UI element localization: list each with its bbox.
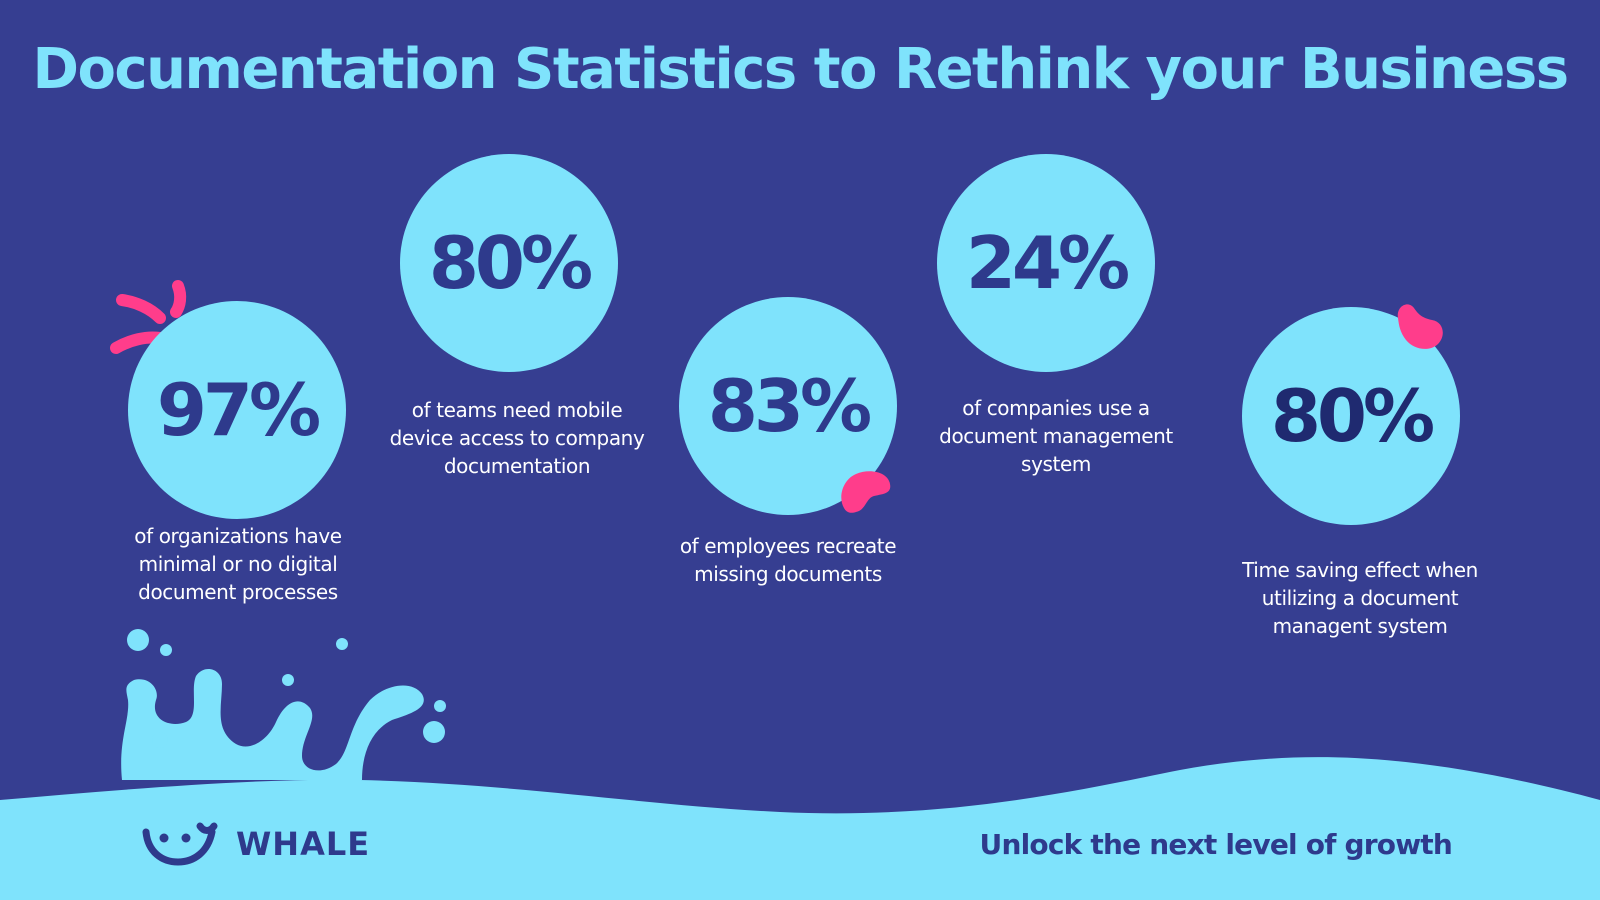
stat-description: Time saving effect when utilizing a docu… <box>1242 558 1478 638</box>
stat-circle: 97% <box>128 301 346 519</box>
splash-decoration-icon <box>121 629 446 780</box>
footer-tagline: Unlock the next level of growth <box>979 828 1453 861</box>
stat-description: of companies use a document management s… <box>939 396 1173 476</box>
stat-value: 80% <box>428 221 593 305</box>
stat-value: 80% <box>1270 374 1435 458</box>
stat-description: of organizations have minimal or no digi… <box>134 524 342 604</box>
pink-blob-icon <box>1397 304 1443 349</box>
stat-circle: 24% <box>937 154 1155 372</box>
whale-smile-logo-icon <box>142 822 218 866</box>
page-title: Documentation Statistics to Rethink your… <box>32 37 1569 102</box>
stat-circle: 80% <box>400 154 618 372</box>
stat-value: 97% <box>156 368 321 452</box>
stat-value: 24% <box>965 221 1130 305</box>
brand-name: WHALE <box>236 825 371 863</box>
stat-description: of teams need mobile device access to co… <box>389 398 645 478</box>
stat-value: 83% <box>707 364 872 448</box>
stat-description: of employees recreate missing documents <box>679 534 897 586</box>
stat-circle: 83% <box>679 297 897 515</box>
pink-blob-icon <box>841 471 891 513</box>
